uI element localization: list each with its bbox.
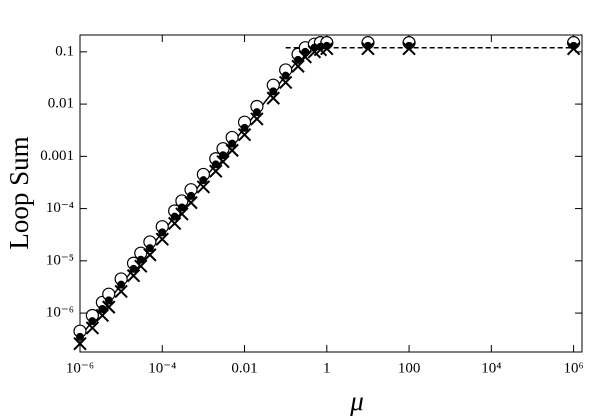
x-tick-label: 10⁻⁴ (148, 360, 176, 376)
x-tick-label: 1 (323, 360, 331, 376)
dot-marker (187, 191, 196, 200)
plot-frame (79, 34, 583, 353)
dot-marker (281, 71, 290, 80)
cross-marker (134, 259, 148, 273)
dot-marker (158, 228, 167, 237)
cross-marker (566, 41, 581, 56)
cross-marker (209, 164, 223, 178)
dot-marker (145, 244, 154, 253)
x-tick-label: 0.01 (231, 360, 257, 376)
cross-marker (250, 112, 264, 126)
cross-marker (196, 180, 211, 194)
cross-marker (73, 336, 87, 351)
y-tick-label: 0.001 (40, 148, 74, 164)
cross-marker (225, 143, 239, 158)
dot-marker (117, 280, 126, 289)
dot-marker (88, 317, 97, 326)
cross-marker (95, 308, 110, 323)
cross-marker (167, 216, 182, 231)
y-tick-label: 0.1 (55, 43, 74, 59)
dot-marker (228, 139, 237, 148)
dot-marker (240, 123, 249, 132)
dot-marker (104, 296, 113, 305)
cross-marker (298, 50, 313, 64)
cross-marker (184, 195, 198, 210)
cross-marker (114, 284, 128, 299)
y-tick-label: 0.01 (48, 96, 74, 112)
x-tick-label: 100 (398, 360, 421, 376)
cross-marker (266, 91, 280, 105)
y-tick-label: 10⁻⁴ (46, 200, 74, 216)
cross-marker (278, 75, 293, 90)
x-axis-label: μ (349, 386, 364, 416)
y-tick-label: 10⁻⁵ (46, 252, 74, 268)
cross-marker (143, 248, 157, 262)
dot-marker (177, 203, 186, 212)
cross-marker (361, 41, 375, 56)
cross-marker (102, 300, 116, 314)
y-tick-label: 10⁻⁶ (46, 305, 74, 321)
cross-marker (126, 268, 141, 283)
dot-marker (269, 87, 278, 96)
cross-marker (291, 59, 305, 73)
dot-marker (252, 108, 261, 117)
x-tick-label: 10⁶ (563, 360, 583, 376)
cross-marker (237, 127, 252, 142)
solid-line (79, 45, 327, 338)
cross-marker (175, 207, 189, 221)
y-axis-label: Loop Sum (4, 136, 34, 249)
dot-marker (136, 255, 145, 264)
x-tick-label: 10⁴ (481, 360, 501, 376)
cross-marker (402, 41, 416, 56)
dot-marker (76, 332, 84, 341)
cross-marker (155, 232, 169, 246)
cross-marker (320, 41, 334, 56)
dot-marker (199, 176, 208, 185)
cross-marker (216, 154, 230, 169)
dot-marker (219, 151, 228, 160)
x-tick-label: 10⁻⁶ (66, 360, 94, 376)
cross-marker (85, 321, 100, 335)
